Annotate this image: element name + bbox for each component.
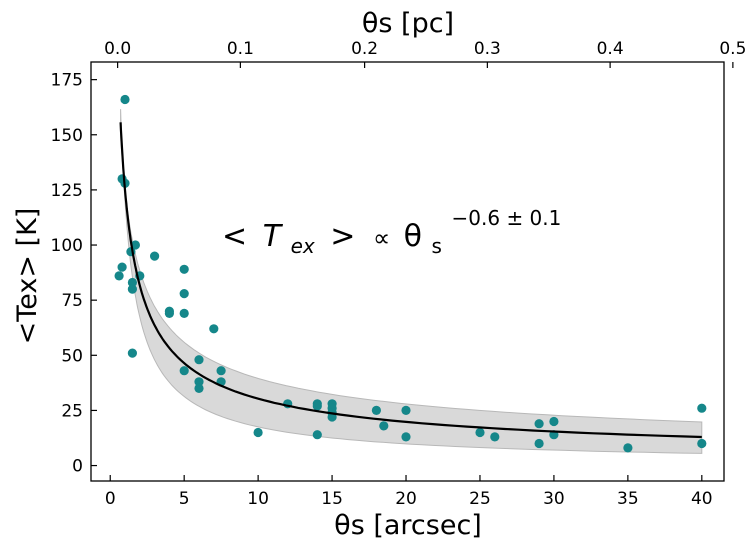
x-tick-label: 0	[105, 489, 116, 509]
annotation-exponent: −0.6 ± 0.1	[452, 206, 562, 230]
data-point	[379, 421, 389, 431]
data-point	[216, 366, 226, 376]
y-tick-label: 25	[61, 401, 83, 421]
data-point	[114, 271, 124, 281]
annotation-prop: ∝	[373, 224, 390, 252]
y-tick-label: 100	[51, 236, 83, 256]
top-x-tick-label: 0.5	[719, 39, 746, 59]
data-point	[179, 366, 189, 376]
data-point	[253, 427, 263, 438]
x-tick-label: 40	[691, 489, 713, 509]
data-point	[475, 427, 485, 438]
uncertainty-band	[120, 109, 703, 454]
data-point	[179, 289, 189, 299]
data-point	[549, 416, 559, 427]
y-tick-label: 0	[72, 457, 83, 477]
top-x-tick-label: 0.3	[474, 39, 501, 59]
uncertainty-band-layer	[120, 109, 703, 454]
data-point	[164, 308, 174, 318]
data-point	[194, 377, 204, 387]
data-point	[401, 405, 411, 415]
data-point	[117, 262, 127, 272]
y-tick-label: 175	[51, 71, 83, 91]
top-x-tick-label: 0.4	[597, 39, 624, 59]
power-law-annotation: < T ex > ∝ θ s −0.6 ± 0.1	[222, 206, 561, 261]
y-tick-label: 150	[51, 126, 83, 146]
data-point	[534, 438, 544, 449]
y-tick-label: 75	[61, 291, 83, 311]
data-point	[127, 348, 137, 358]
data-point	[312, 401, 322, 411]
data-point	[697, 403, 707, 413]
x-tick-label: 15	[321, 489, 343, 509]
annotation-rhs: >	[330, 219, 355, 254]
top-x-tick-label: 0.0	[104, 39, 131, 59]
data-point	[194, 355, 204, 365]
annotation-theta: θ	[404, 219, 422, 254]
data-point	[312, 430, 322, 440]
data-point	[209, 324, 219, 334]
annotation-lhs: <	[222, 219, 247, 254]
x-tick-label: 25	[469, 489, 491, 509]
data-point	[194, 383, 204, 393]
top-x-tick-label: 0.2	[351, 39, 378, 59]
x-tick-label: 5	[179, 489, 190, 509]
data-point	[127, 277, 137, 288]
data-point	[179, 308, 189, 318]
data-point	[623, 443, 633, 453]
plot-frame	[90, 61, 725, 482]
x-tick-label: 20	[395, 489, 417, 509]
data-point	[120, 94, 130, 105]
data-point	[130, 240, 140, 250]
x-tick-label: 10	[247, 489, 269, 509]
x-axis-title: θs [arcsec]	[334, 510, 482, 541]
top-x-tick-label: 0.1	[227, 39, 254, 59]
data-point	[371, 405, 381, 415]
annotation-var: T	[263, 219, 284, 254]
data-point	[534, 419, 544, 429]
data-point	[490, 432, 500, 442]
ticks-layer: 0 5 10 15 20 25 30 35 40 0 25 50 75 100 125 150 175 0.0 0.…	[51, 39, 747, 509]
annotation-theta-sub: s	[432, 234, 442, 258]
fit-line	[119, 122, 702, 439]
y-tick-label: 50	[61, 346, 83, 366]
fit-line-layer	[119, 122, 702, 439]
data-point	[127, 284, 137, 294]
top-x-axis-title: θs [pc]	[362, 8, 454, 39]
x-tick-label: 35	[617, 489, 639, 509]
y-axis-title: <Tex> [K]	[12, 208, 43, 345]
annotation-var-sub: ex	[291, 234, 315, 258]
y-tick-label: 125	[51, 181, 83, 201]
x-tick-label: 30	[543, 489, 565, 509]
data-point	[697, 438, 707, 449]
data-point	[401, 432, 411, 442]
data-point	[150, 251, 160, 261]
data-point	[179, 264, 189, 274]
